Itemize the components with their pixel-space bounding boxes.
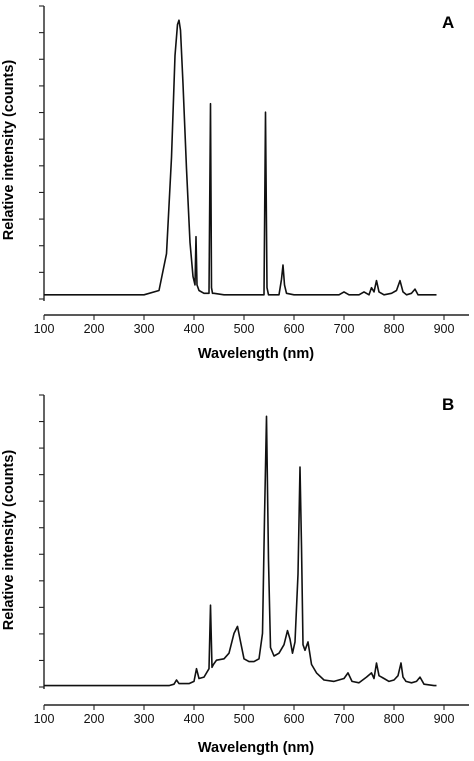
x-tick-label: 900	[434, 322, 455, 336]
panel-b: B 100 200 300 400 500 600 700 800 900 Wavelength…	[1, 395, 469, 756]
x-tick-label: 900	[434, 712, 455, 726]
spectrum-line	[44, 416, 437, 685]
x-tick-label: 400	[184, 322, 205, 336]
x-tick-label: 400	[184, 712, 205, 726]
x-ticks: 100 200 300 400 500 600 700 800 900	[34, 705, 455, 726]
spectrum-line	[44, 20, 437, 295]
x-tick-label: 700	[334, 712, 355, 726]
x-tick-label: 800	[384, 322, 405, 336]
x-tick-label: 200	[84, 322, 105, 336]
x-tick-label: 700	[334, 322, 355, 336]
y-axis-title: Relative intensity (counts)	[1, 60, 17, 241]
x-tick-label: 500	[234, 712, 255, 726]
x-tick-label: 300	[134, 322, 155, 336]
x-tick-label: 600	[284, 322, 305, 336]
x-axis-title: Wavelength (nm)	[198, 740, 314, 756]
x-tick-label: 800	[384, 712, 405, 726]
x-tick-label: 300	[134, 712, 155, 726]
x-axis-title: Wavelength (nm)	[198, 346, 314, 362]
y-axis-title: Relative intensity (counts)	[1, 450, 17, 631]
x-tick-label: 100	[34, 322, 55, 336]
x-tick-label: 200	[84, 712, 105, 726]
x-tick-label: 100	[34, 712, 55, 726]
y-ticks	[39, 6, 44, 299]
panel-a: A 100 200 300 400 500 600 700 800 900 Wavelength…	[1, 6, 469, 362]
x-tick-label: 600	[284, 712, 305, 726]
y-ticks	[39, 395, 44, 687]
panel-label: A	[442, 13, 454, 32]
x-ticks: 100 200 300 400 500 600 700 800 900	[34, 315, 455, 336]
x-tick-label: 500	[234, 322, 255, 336]
panel-label: B	[442, 395, 454, 414]
